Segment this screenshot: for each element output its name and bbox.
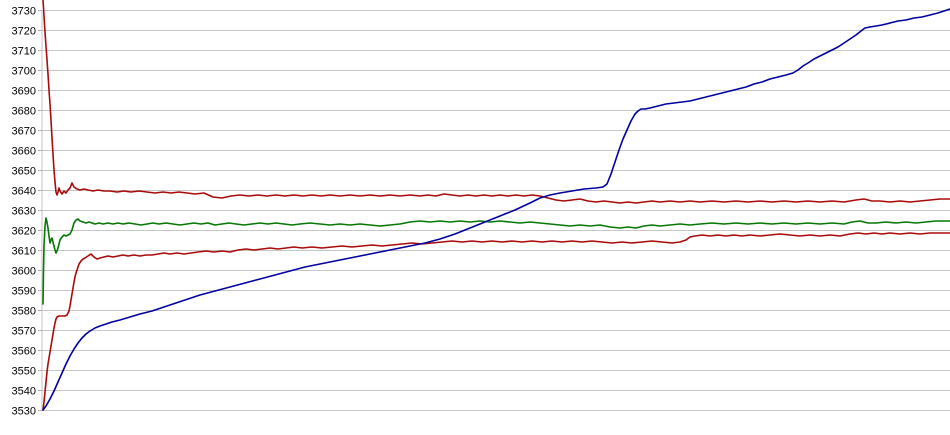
y-axis-label: 3600: [12, 266, 36, 278]
y-axis-label: 3530: [12, 406, 36, 418]
y-axis-label: 3540: [12, 386, 36, 398]
y-axis-label: 3670: [12, 126, 36, 138]
y-axis-label: 3690: [12, 86, 36, 98]
y-axis-label: 3620: [12, 226, 36, 238]
y-axis-label: 3580: [12, 306, 36, 318]
y-axis-label: 3550: [12, 366, 36, 378]
series-lower-band-red: [42, 232, 950, 411]
y-axis-label: 3590: [12, 286, 36, 298]
y-axis-label: 3710: [12, 46, 36, 58]
y-axis-label: 3700: [12, 66, 36, 78]
y-axis-label: 3610: [12, 246, 36, 258]
y-axis-label: 3570: [12, 326, 36, 338]
y-axis-label: 3660: [12, 146, 36, 158]
y-axis-label: 3560: [12, 346, 36, 358]
series-middle-line-green: [42, 217, 950, 305]
y-axis-label: 3730: [12, 6, 36, 18]
y-axis-label: 3640: [12, 186, 36, 198]
series-rising-line-blue: [42, 8, 950, 411]
series-upper-band-red: [42, 0, 950, 204]
y-axis-label: 3720: [12, 26, 36, 38]
y-axis-label: 3680: [12, 106, 36, 118]
y-axis-label: 3650: [12, 166, 36, 178]
y-axis-label: 3630: [12, 206, 36, 218]
